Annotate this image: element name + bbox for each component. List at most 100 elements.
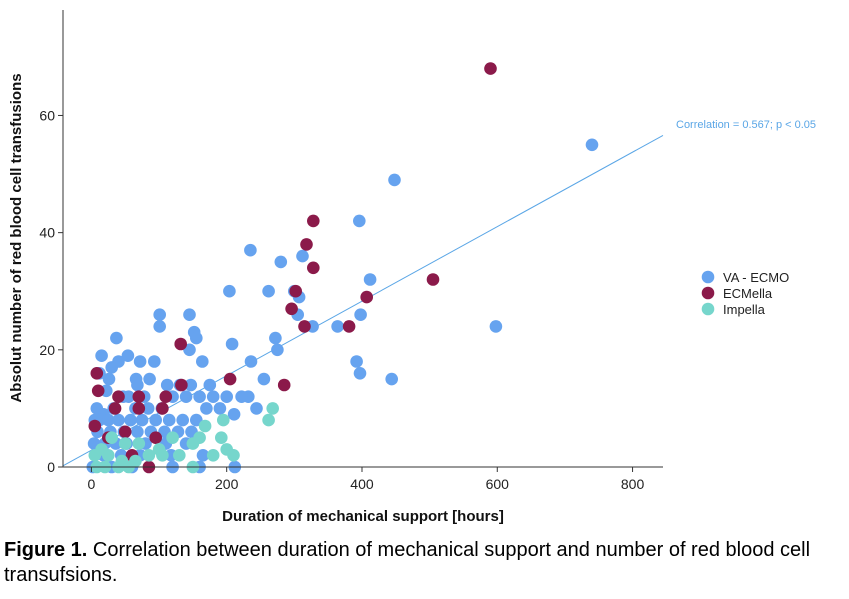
- data-point: [124, 413, 137, 427]
- data-point: [250, 402, 263, 415]
- legend-label: Impella: [723, 302, 766, 317]
- data-point: [277, 378, 291, 392]
- data-point: [227, 449, 240, 462]
- y-tick-label: 60: [39, 107, 55, 123]
- data-point: [489, 320, 503, 333]
- data-point: [196, 355, 209, 368]
- data-point: [108, 402, 122, 415]
- data-point: [354, 308, 367, 322]
- data-point: [121, 349, 135, 363]
- data-point: [196, 449, 210, 462]
- data-point: [105, 361, 118, 374]
- data-point: [353, 214, 366, 228]
- data-point: [183, 308, 196, 322]
- data-point: [133, 355, 147, 368]
- data-point: [271, 343, 284, 357]
- data-point: [149, 413, 162, 427]
- data-point: [225, 337, 239, 351]
- figure-caption: Figure 1. Correlation between duration o…: [4, 538, 844, 588]
- x-tick-label: 0: [88, 476, 96, 492]
- data-point: [159, 390, 173, 404]
- data-point: [198, 419, 212, 433]
- legend-label: ECMella: [723, 286, 773, 301]
- data-point: [206, 390, 220, 404]
- data-point: [88, 449, 102, 462]
- data-point: [131, 425, 144, 439]
- data-point: [350, 355, 363, 368]
- data-point: [105, 431, 118, 445]
- data-point: [135, 413, 149, 427]
- data-point: [262, 413, 275, 427]
- data-point: [112, 413, 125, 427]
- data-point: [88, 419, 102, 433]
- data-point: [90, 367, 104, 380]
- data-point: [143, 372, 156, 386]
- data-point: [186, 437, 200, 450]
- data-point: [132, 402, 146, 415]
- data-point: [244, 355, 258, 368]
- data-point: [162, 413, 176, 427]
- data-point: [91, 384, 105, 398]
- data-point: [285, 302, 298, 316]
- data-point: [360, 290, 374, 304]
- y-tick-label: 40: [39, 225, 55, 241]
- data-point: [102, 449, 115, 462]
- data-point: [148, 355, 161, 368]
- data-point: [274, 255, 288, 269]
- data-point: [262, 284, 275, 298]
- data-point: [203, 378, 217, 392]
- legend-label: VA - ECMO: [723, 270, 789, 285]
- data-point: [118, 437, 132, 450]
- data-point: [200, 402, 213, 415]
- data-point: [174, 337, 187, 351]
- data-point: [141, 402, 155, 415]
- data-point: [112, 390, 125, 404]
- data-point: [215, 431, 228, 445]
- data-point: [227, 408, 241, 421]
- data-point: [118, 425, 132, 439]
- data-point: [132, 437, 146, 450]
- data-point: [193, 390, 206, 404]
- data-point: [342, 320, 356, 333]
- data-point: [266, 402, 280, 415]
- data-point: [132, 390, 146, 404]
- data-point: [353, 367, 367, 380]
- legend-marker: [701, 286, 715, 300]
- x-tick-label: 200: [215, 476, 239, 492]
- data-point: [142, 449, 156, 462]
- data-point: [213, 402, 227, 415]
- data-point: [296, 249, 309, 263]
- data-point: [175, 378, 188, 392]
- data-point: [166, 431, 179, 445]
- legend-marker: [701, 302, 715, 316]
- data-point: [388, 173, 401, 187]
- data-point: [95, 349, 108, 363]
- figure-caption-text: Correlation between duration of mechanic…: [4, 539, 811, 586]
- data-point: [307, 214, 320, 228]
- data-point: [156, 402, 169, 415]
- data-point: [223, 372, 237, 386]
- data-point: [484, 62, 497, 75]
- data-point: [206, 449, 220, 462]
- y-axis-title: Absolut number of red blood cell transfu…: [8, 73, 25, 402]
- scatter-chart: 0 200 400 600 800 0 20 40 60 Correlation = 0.56…: [8, 10, 816, 525]
- data-point: [223, 284, 236, 298]
- y-tick-label: 0: [47, 459, 55, 475]
- data-point: [149, 431, 162, 445]
- data-point: [110, 331, 123, 345]
- data-point: [385, 372, 399, 386]
- data-point: [257, 372, 271, 386]
- data-point: [426, 273, 440, 286]
- data-point: [102, 372, 116, 386]
- data-point: [244, 243, 257, 257]
- y-tick-label: 20: [39, 342, 55, 358]
- series-0: [86, 138, 599, 474]
- data-point: [179, 390, 193, 404]
- data-point: [289, 284, 303, 298]
- data-point: [176, 413, 189, 427]
- data-point: [102, 413, 115, 427]
- data-point: [160, 378, 174, 392]
- data-point: [300, 238, 313, 251]
- data-point: [156, 449, 169, 462]
